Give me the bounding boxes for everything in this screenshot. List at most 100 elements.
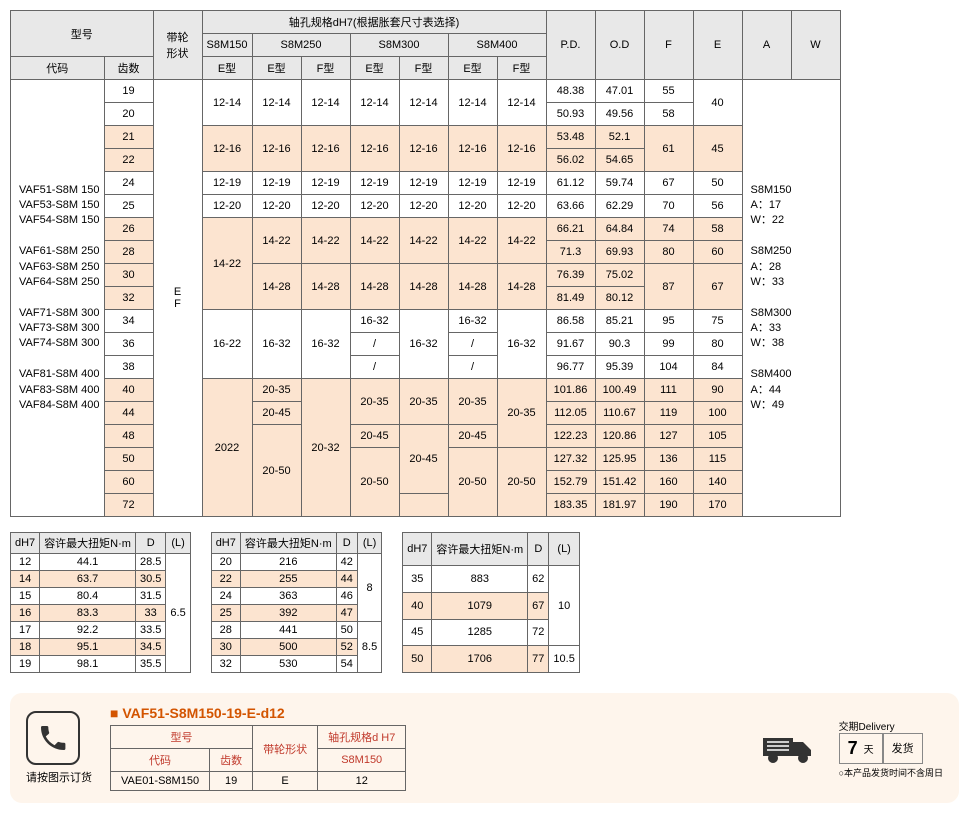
- h: D: [528, 533, 549, 566]
- h: 带轮形状: [253, 726, 318, 772]
- cell: 99: [644, 333, 693, 356]
- cell: 14-22: [301, 218, 350, 264]
- cell: 12-16: [399, 126, 448, 172]
- c: 62: [528, 566, 549, 593]
- c: 10: [549, 566, 579, 646]
- cell: 40: [693, 80, 742, 126]
- h: 容许最大扭矩N·m: [240, 533, 336, 554]
- cell: 90.3: [595, 333, 644, 356]
- c: 19: [11, 656, 40, 673]
- c: 392: [240, 605, 336, 622]
- cell: 20-50: [497, 448, 546, 517]
- cell: 12-20: [448, 195, 497, 218]
- c: 1079: [432, 592, 528, 619]
- c: 6.5: [166, 554, 190, 673]
- cell: 20-45: [448, 425, 497, 448]
- cell: 61: [644, 126, 693, 172]
- type-e: E型: [202, 57, 252, 80]
- cell: 60: [693, 241, 742, 264]
- cell: 20-35: [399, 379, 448, 425]
- cell: 12-16: [497, 126, 546, 172]
- cell: 20-50: [448, 448, 497, 517]
- type-e: E型: [448, 57, 497, 80]
- teeth-cell: 38: [104, 356, 153, 379]
- c: 44.1: [40, 554, 136, 571]
- order-example-table: 型号带轮形状轴孔规格d H7 代码齿数S8M150 VAE01-S8M15019…: [110, 725, 406, 791]
- cell: 64.84: [595, 218, 644, 241]
- delivery-label: 交期Delivery: [839, 718, 943, 733]
- cell: 111: [644, 379, 693, 402]
- torque-table-3: dH7容许最大扭矩N·mD(L) 358836210 40107967 4512…: [402, 532, 580, 673]
- cell: 16-32: [497, 310, 546, 379]
- c: 67: [528, 592, 549, 619]
- type-f: F型: [497, 57, 546, 80]
- h: dH7: [403, 533, 432, 566]
- c: 24: [211, 588, 240, 605]
- ship-label: 发货: [883, 733, 923, 764]
- c: 15: [11, 588, 40, 605]
- cell: 50: [693, 172, 742, 195]
- cell: 101.86: [546, 379, 595, 402]
- cell: 12-16: [252, 126, 301, 172]
- cell: /: [350, 356, 399, 379]
- cell: 95: [644, 310, 693, 333]
- c: 33.5: [135, 622, 165, 639]
- cell: 67: [644, 172, 693, 195]
- cell: 12-16: [350, 126, 399, 172]
- ef-cell: E F: [153, 80, 202, 517]
- teeth-cell: 44: [104, 402, 153, 425]
- cell: 80: [693, 333, 742, 356]
- cell: 12-20: [497, 195, 546, 218]
- h: (L): [357, 533, 381, 554]
- c: 42: [336, 554, 357, 571]
- cell: 20-45: [399, 425, 448, 494]
- cell: 14-22: [202, 218, 252, 310]
- h: dH7: [211, 533, 240, 554]
- cell: 90: [693, 379, 742, 402]
- teeth-cell: 30: [104, 264, 153, 287]
- c: 80.4: [40, 588, 136, 605]
- cell: 75.02: [595, 264, 644, 287]
- cell: 12-14: [252, 80, 301, 126]
- cell: 67: [693, 264, 742, 310]
- cell: 63.66: [546, 195, 595, 218]
- cell: 20-45: [350, 425, 399, 448]
- cell: /: [448, 333, 497, 356]
- c: 530: [240, 656, 336, 673]
- cell: 20-35: [448, 379, 497, 425]
- cell: 86.58: [546, 310, 595, 333]
- torque-table-2: dH7容许最大扭矩N·mD(L) 20216428 2225544 243634…: [211, 532, 383, 673]
- cell: 56.02: [546, 149, 595, 172]
- cell: 136: [644, 448, 693, 471]
- cell: /: [448, 356, 497, 379]
- cell: 100: [693, 402, 742, 425]
- h-pulley: 带轮 形状: [153, 11, 202, 80]
- h: D: [336, 533, 357, 554]
- cell: 14-22: [399, 218, 448, 264]
- h: dH7: [11, 533, 40, 554]
- cell: 100.49: [595, 379, 644, 402]
- teeth-cell: 20: [104, 103, 153, 126]
- cell: 71.3: [546, 241, 595, 264]
- c: 32: [211, 656, 240, 673]
- truck-icon: [761, 728, 821, 768]
- c: 363: [240, 588, 336, 605]
- c: 30.5: [135, 571, 165, 588]
- teeth-cell: 32: [104, 287, 153, 310]
- c: 1285: [432, 619, 528, 646]
- c: 30: [211, 639, 240, 656]
- cell: 16-32: [350, 310, 399, 333]
- c: 255: [240, 571, 336, 588]
- code-list: VAF51-S8M 150VAF53-S8M 150VAF54-S8M 150 …: [11, 80, 105, 517]
- cell: 20-45: [252, 402, 301, 425]
- cell: 12-14: [399, 80, 448, 126]
- c: 77: [528, 646, 549, 673]
- c: 20: [211, 554, 240, 571]
- cell: 76.39: [546, 264, 595, 287]
- cell: 12-16: [448, 126, 497, 172]
- cell: 12-19: [399, 172, 448, 195]
- torque-table-1: dH7容许最大扭矩N·mD(L) 1244.128.56.5 1463.730.…: [10, 532, 191, 673]
- teeth-cell: 25: [104, 195, 153, 218]
- cell: 12-14: [350, 80, 399, 126]
- cell: 75: [693, 310, 742, 333]
